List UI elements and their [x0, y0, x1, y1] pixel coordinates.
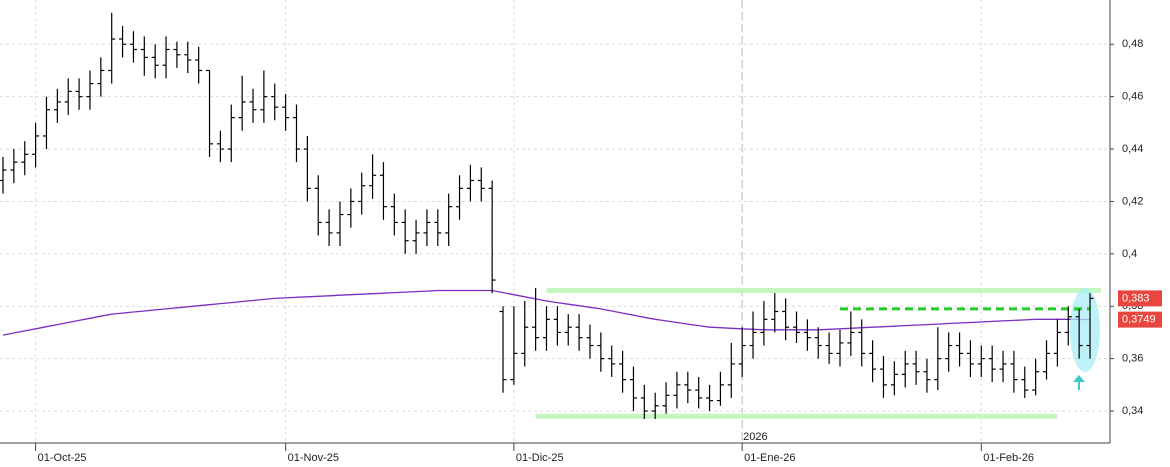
price-marker-label: 0,3749 — [1122, 314, 1156, 326]
x-tick-label: 01-Ene-26 — [744, 452, 795, 464]
price-marker — [1118, 290, 1162, 307]
arrow — [1073, 375, 1085, 390]
plot — [2, 288, 1101, 419]
moving-average — [2, 289, 1091, 336]
x-tick-label: 01-Dic-25 — [516, 452, 564, 464]
price-marker — [1118, 311, 1162, 328]
y-tick-label: 0,36 — [1122, 353, 1143, 365]
grid — [0, 0, 1110, 443]
y-tick-label: 0,42 — [1122, 195, 1143, 207]
highlight-ellipse — [1070, 288, 1100, 372]
year-label: 2026 — [743, 431, 767, 443]
x-tick-label: 01-Nov-25 — [288, 452, 339, 464]
y-tick-label: 0,48 — [1122, 38, 1143, 50]
y-tick-label: 0,46 — [1122, 91, 1143, 103]
overlay — [0, 12, 1094, 419]
y-tick-label: 0,4 — [1122, 248, 1137, 260]
y-tick-label: 0,34 — [1122, 405, 1143, 417]
price-marker-label: 0,383 — [1122, 292, 1150, 304]
x-tick-label: 01-Oct-25 — [38, 452, 87, 464]
y-tick-label: 0,44 — [1122, 143, 1143, 155]
x-tick-label: 01-Feb-26 — [983, 452, 1034, 464]
